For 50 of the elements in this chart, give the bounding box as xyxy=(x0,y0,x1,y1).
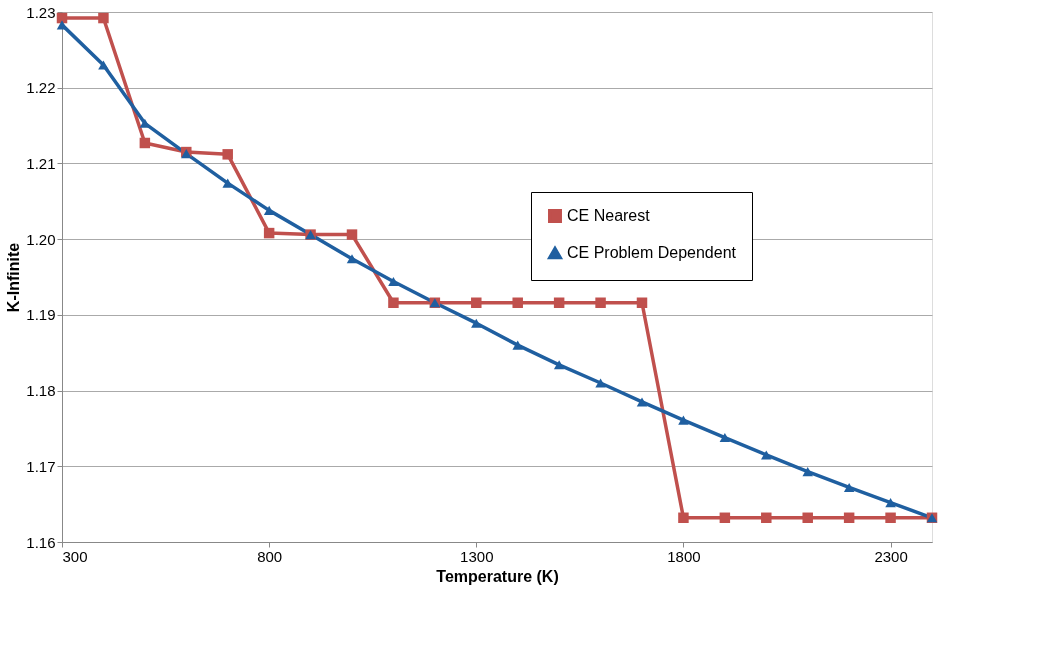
y-tick-label: 1.22 xyxy=(26,79,56,97)
point xyxy=(346,254,358,264)
x-tick-label: 1800 xyxy=(667,547,701,565)
x-axis-title: Temperature (K) xyxy=(436,567,559,585)
point xyxy=(885,498,896,508)
point xyxy=(719,512,731,524)
legend-label: CE Problem Dependent xyxy=(567,244,737,261)
point xyxy=(346,229,358,240)
point xyxy=(98,12,109,24)
point xyxy=(719,432,731,443)
y-tick-label: 1.23 xyxy=(26,3,56,21)
point xyxy=(388,277,399,287)
point xyxy=(595,378,606,388)
point xyxy=(56,12,68,24)
y-tick-label: 1.17 xyxy=(26,457,56,475)
x-tick-label: 2300 xyxy=(874,547,908,565)
point xyxy=(471,318,482,328)
point xyxy=(222,178,233,188)
point xyxy=(885,512,896,524)
point xyxy=(512,340,523,350)
point xyxy=(843,482,855,493)
point xyxy=(843,512,855,524)
point xyxy=(263,227,275,239)
legend-label: CE Nearest xyxy=(567,207,651,224)
x-tick-label: 300 xyxy=(62,547,88,565)
point xyxy=(471,297,482,308)
y-tick-label: 1.19 xyxy=(26,306,56,324)
point xyxy=(678,415,689,425)
point xyxy=(263,205,275,215)
point xyxy=(595,297,606,308)
point xyxy=(761,512,772,524)
point xyxy=(802,512,813,524)
point xyxy=(388,297,399,308)
y-tick-label: 1.18 xyxy=(26,382,56,400)
y-tick-label: 1.21 xyxy=(26,154,56,172)
point xyxy=(636,397,648,407)
point xyxy=(553,360,565,370)
x-tick-label: 1300 xyxy=(460,547,494,565)
point xyxy=(512,297,523,308)
y-tick-label: 1.16 xyxy=(26,533,56,551)
point xyxy=(139,137,151,149)
x-tick-label: 800 xyxy=(257,547,283,565)
y-axis-title: K-Infinite xyxy=(5,242,23,313)
point xyxy=(553,297,565,308)
point xyxy=(802,467,813,477)
point xyxy=(222,149,233,160)
point xyxy=(678,512,689,524)
point xyxy=(636,297,648,308)
y-tick-label: 1.20 xyxy=(26,230,56,248)
point xyxy=(98,60,109,70)
